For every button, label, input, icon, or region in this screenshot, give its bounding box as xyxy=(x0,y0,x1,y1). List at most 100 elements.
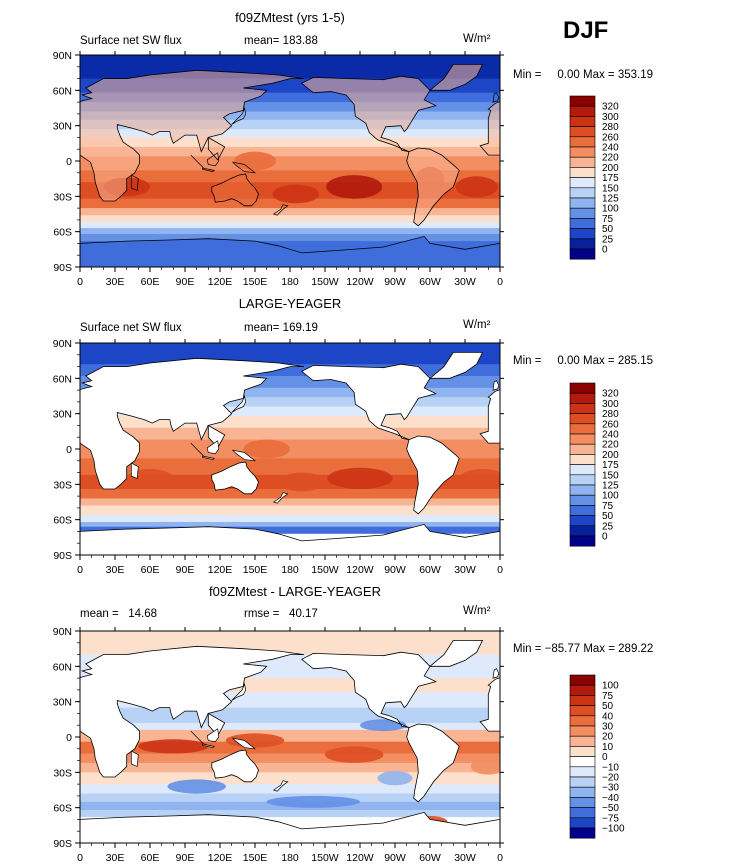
land-outline xyxy=(428,640,484,667)
contour-band xyxy=(80,215,500,223)
x-tick-label: 150W xyxy=(311,564,339,576)
land-outline xyxy=(479,389,500,444)
contour-band xyxy=(80,156,500,171)
x-tick-label: 60W xyxy=(419,852,441,864)
y-tick-label: 90N xyxy=(53,626,72,638)
antarctica-outline xyxy=(80,235,500,267)
island-outline xyxy=(130,462,139,479)
colorbar-label: −75 xyxy=(602,813,619,824)
x-tick-label: 150W xyxy=(311,276,339,288)
colorbar-label: 280 xyxy=(602,122,619,133)
colorbar-box xyxy=(569,695,596,706)
land-outline xyxy=(428,64,484,91)
contour-patch xyxy=(327,467,393,489)
land-outline xyxy=(211,461,259,495)
colorbar-box xyxy=(569,535,596,547)
y-tick-label: 0 xyxy=(66,156,72,168)
y-tick-label: 60S xyxy=(53,803,72,815)
colorbar-box xyxy=(569,248,596,260)
colorbar-label: 75 xyxy=(602,501,614,512)
contour-band xyxy=(80,234,500,242)
x-tick-label: 120E xyxy=(208,276,233,288)
colorbar-label: 10 xyxy=(602,742,614,753)
island-outline xyxy=(231,394,247,413)
x-tick-label: 30E xyxy=(106,852,125,864)
contour-band xyxy=(80,119,500,130)
colorbar-label: 200 xyxy=(602,163,619,174)
land-outline xyxy=(211,173,259,207)
contour-patch xyxy=(138,739,209,754)
x-tick-label: 180 xyxy=(281,852,299,864)
colorbar-label: 150 xyxy=(602,470,619,481)
panel-2-title: LARGE-YEAGER xyxy=(238,296,342,311)
antarctica-outline xyxy=(80,523,500,555)
x-tick-label: 150W xyxy=(311,852,339,864)
contour-patch xyxy=(326,175,383,199)
colorbar-label: −10 xyxy=(602,762,619,773)
colorbar-label: −30 xyxy=(602,783,619,794)
x-tick-label: 120W xyxy=(346,852,374,864)
colorbar-label: 200 xyxy=(602,450,619,461)
island-outline xyxy=(231,737,257,750)
panel-2-units-label: W/m² xyxy=(463,319,491,331)
y-tick-label: 30S xyxy=(53,479,72,491)
colorbar-label: 50 xyxy=(602,224,614,235)
colorbar-box xyxy=(569,684,596,696)
contour-patch xyxy=(455,176,498,198)
land-outline xyxy=(80,69,305,202)
y-tick-label: 0 xyxy=(66,444,72,456)
colorbar-box xyxy=(569,746,596,757)
panel-1-units-label: W/m² xyxy=(463,33,491,45)
colorbar-label: 175 xyxy=(602,460,619,471)
colorbar-label: 150 xyxy=(602,183,619,194)
x-tick-label: 30W xyxy=(454,564,476,576)
contour-band xyxy=(80,489,500,499)
x-tick-label: 0 xyxy=(77,276,83,288)
island-outline xyxy=(231,106,247,125)
contour-band xyxy=(80,784,500,794)
x-tick-label: 0 xyxy=(77,852,83,864)
x-tick-label: 90W xyxy=(384,852,406,864)
y-tick-label: 90S xyxy=(53,838,72,850)
colorbar-label: 175 xyxy=(602,173,619,184)
panel-1-map: 0 30E 60E 90E 120E 150E 180 150W 120W 90W 60W 30W 09… xyxy=(53,50,504,288)
colorbar-label: 100 xyxy=(602,681,619,692)
map-field xyxy=(80,55,500,267)
y-tick-label: 90S xyxy=(53,262,72,274)
colorbar-box xyxy=(569,807,596,819)
land-outline xyxy=(300,363,437,440)
colorbar-label: −50 xyxy=(602,803,619,814)
colorbar-label: −20 xyxy=(602,773,619,784)
y-tick-label: 30S xyxy=(53,191,72,203)
contour-band xyxy=(80,137,500,148)
island-outline xyxy=(202,455,215,460)
map-field xyxy=(80,343,500,555)
panel-1-mean-label: mean= 183.88 xyxy=(244,35,318,47)
contour-band xyxy=(80,92,500,103)
x-tick-label: 0 xyxy=(497,564,503,576)
y-tick-label: 60N xyxy=(53,373,72,385)
panel-3-units-label: W/m² xyxy=(463,605,491,617)
colorbar-label: 240 xyxy=(602,430,619,441)
contour-band xyxy=(80,707,500,724)
contour-patch xyxy=(377,771,413,786)
map-field xyxy=(80,631,500,843)
island-outline xyxy=(206,440,220,455)
x-tick-label: 180 xyxy=(281,564,299,576)
land-outline xyxy=(406,435,460,515)
y-tick-label: 30N xyxy=(53,409,72,421)
contour-band xyxy=(80,228,500,235)
contour-band xyxy=(80,631,500,656)
contour-band xyxy=(80,387,500,398)
contour-patch xyxy=(459,469,500,488)
island-outline xyxy=(130,174,139,191)
x-tick-label: 60W xyxy=(419,276,441,288)
x-tick-label: 90W xyxy=(384,564,406,576)
colorbar-box xyxy=(569,715,596,727)
y-tick-label: 60N xyxy=(53,85,72,97)
y-tick-label: 90N xyxy=(53,50,72,62)
island-outline xyxy=(492,380,500,391)
y-tick-label: 60N xyxy=(53,661,72,673)
y-tick-label: 60S xyxy=(53,227,72,239)
y-tick-label: 90N xyxy=(53,338,72,350)
